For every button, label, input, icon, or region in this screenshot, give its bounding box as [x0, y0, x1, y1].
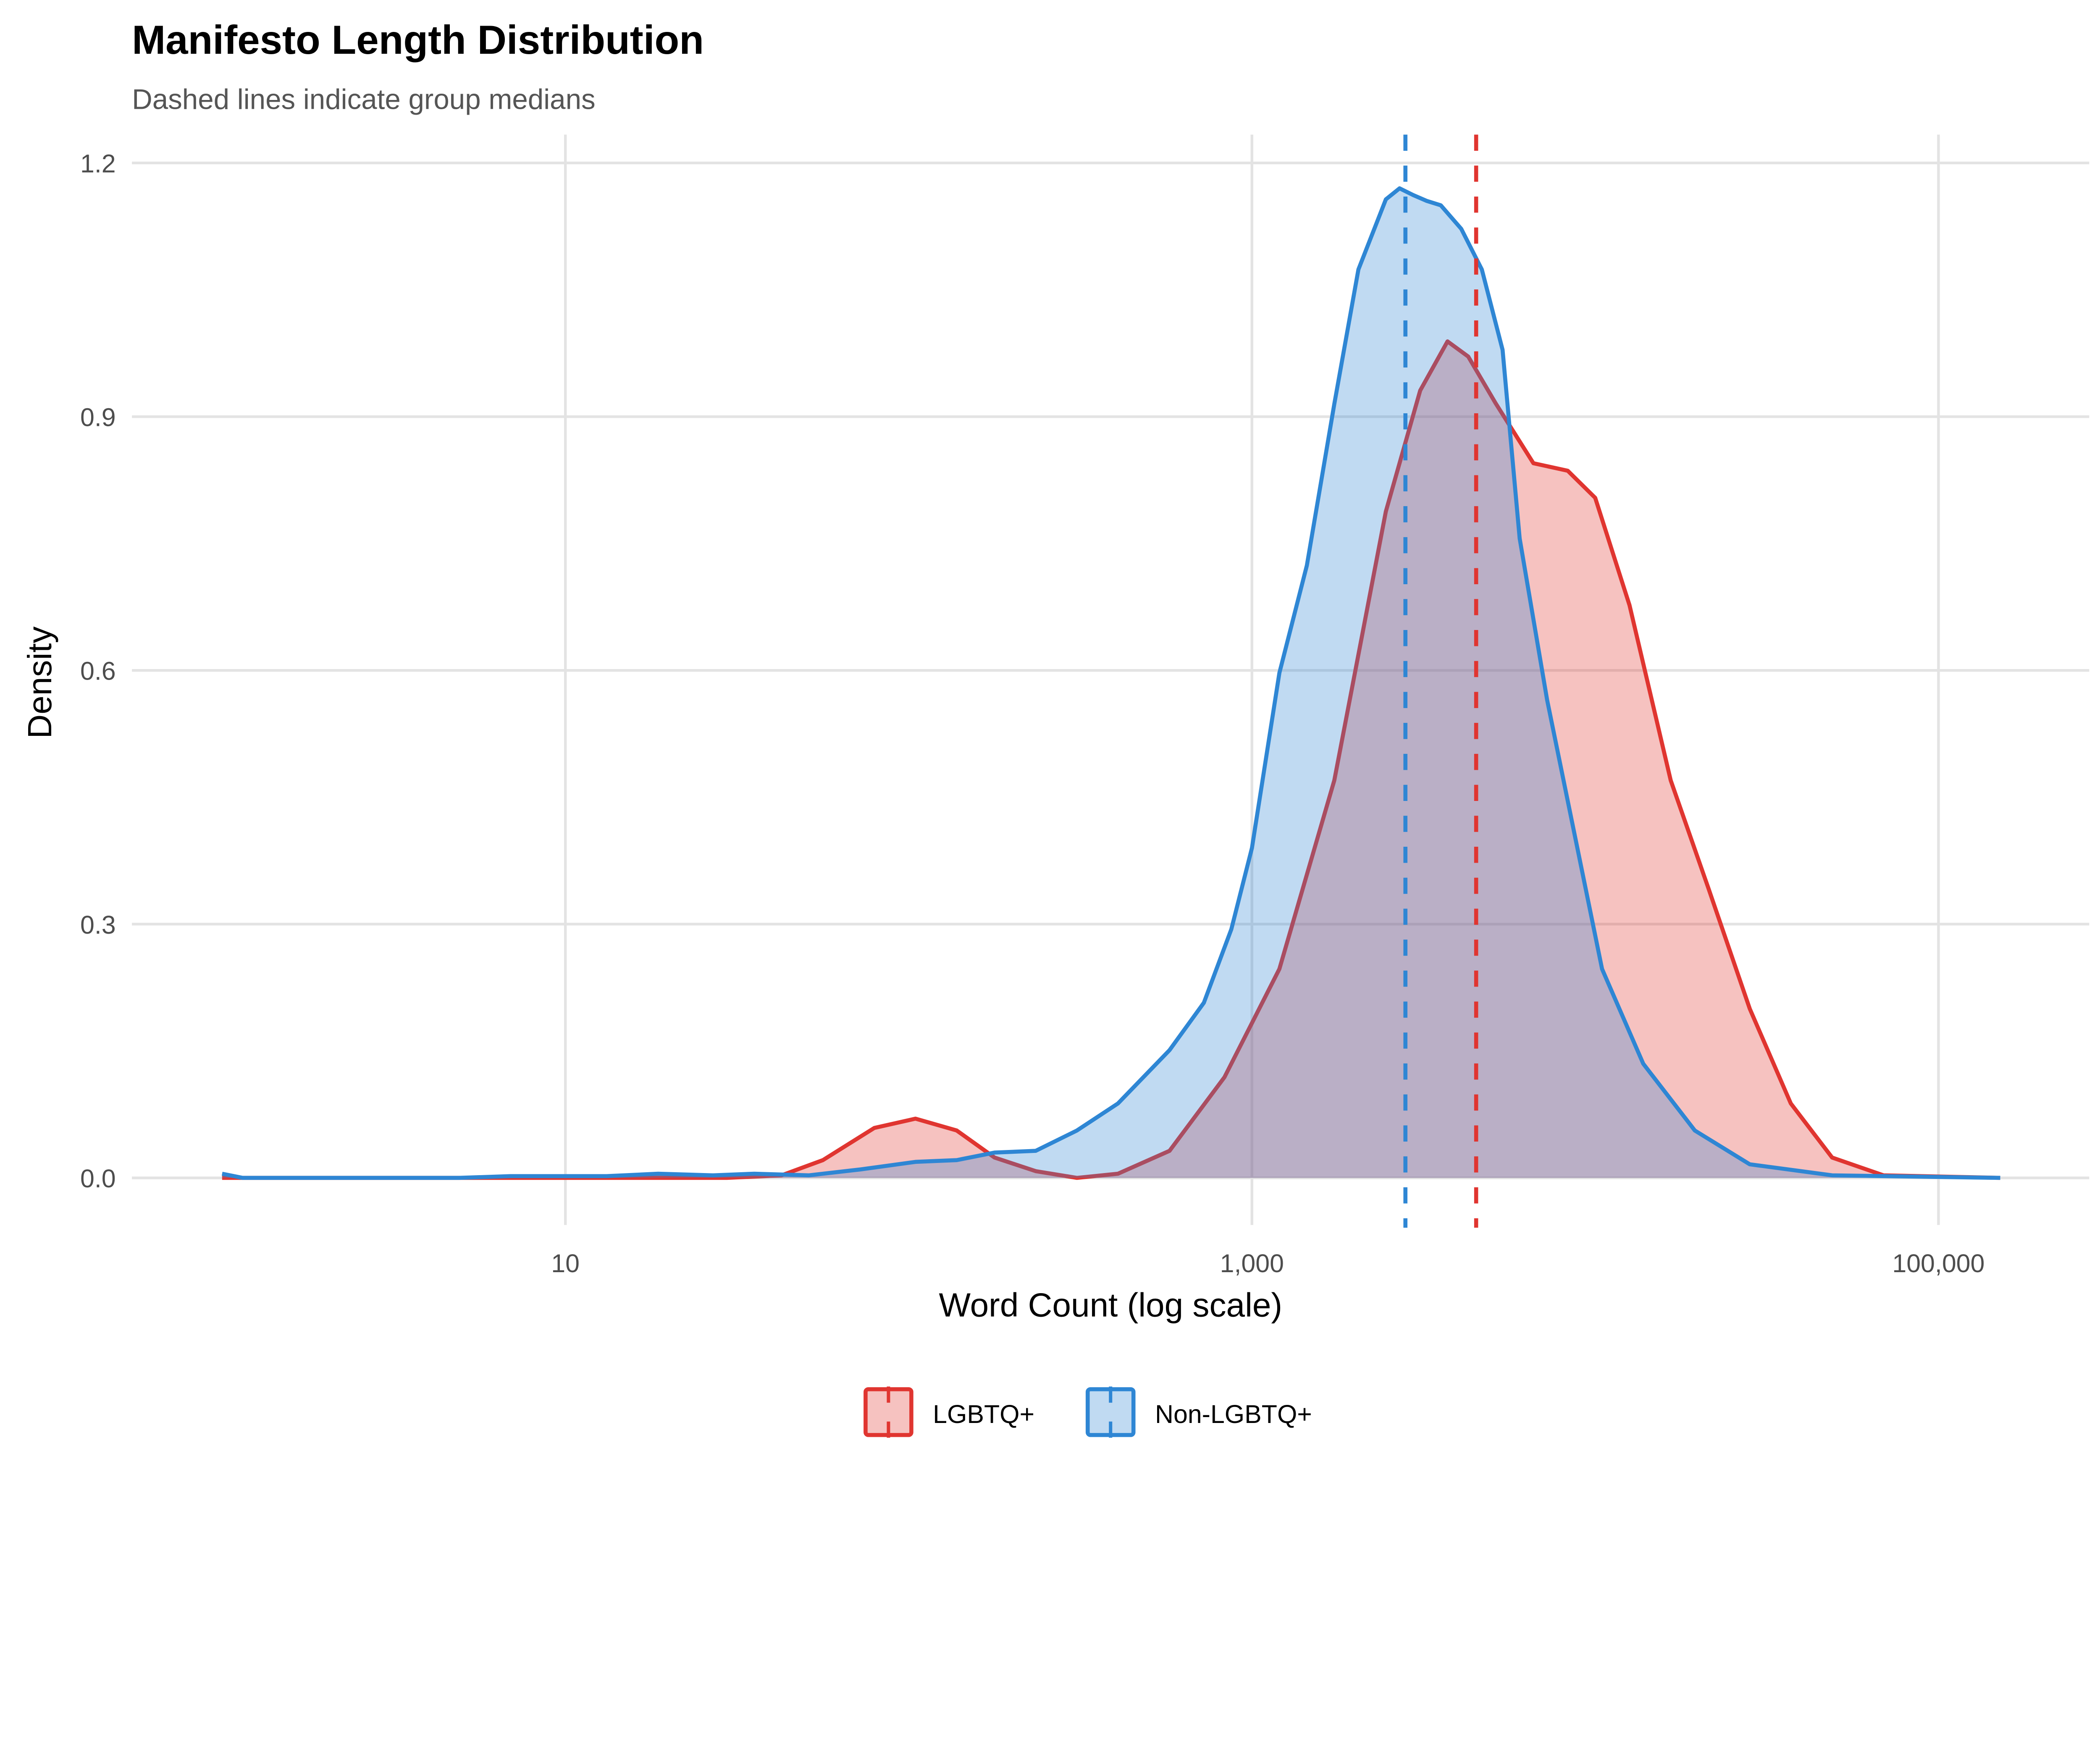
legend-item-non-lgbtq: Non-LGBTQ+ [1085, 1386, 1312, 1438]
y-tick-label: 0.0 [80, 1164, 116, 1193]
x-tick-label: 10 [551, 1249, 580, 1278]
y-axis-ticks: 0.0 0.3 0.6 0.9 1.2 [80, 149, 116, 1193]
legend-item-lgbtq: LGBTQ+ [864, 1386, 1034, 1438]
density-chart: Manifesto Length Distribution Dashed lin… [21, 18, 2090, 1438]
legend-label: Non-LGBTQ+ [1155, 1400, 1312, 1428]
x-tick-label: 1,000 [1220, 1249, 1284, 1278]
density-area-non-lgbtq [222, 188, 2000, 1178]
y-tick-label: 1.2 [80, 149, 116, 178]
y-tick-label: 0.6 [80, 657, 116, 685]
x-axis-ticks: 10 1,000 100,000 [551, 1249, 1984, 1278]
x-axis-label: Word Count (log scale) [939, 1286, 1282, 1324]
chart-subtitle: Dashed lines indicate group medians [132, 84, 596, 116]
x-tick-label: 100,000 [1892, 1249, 1984, 1278]
y-tick-label: 0.3 [80, 911, 116, 939]
legend: LGBTQ+ Non-LGBTQ+ [864, 1386, 1312, 1438]
median-lines [1403, 134, 1478, 1228]
grid [132, 134, 2090, 1225]
legend-label: LGBTQ+ [933, 1400, 1034, 1428]
density-area-lgbtq [222, 341, 2000, 1178]
density-line-non-lgbtq [221, 186, 2000, 1180]
y-tick-label: 0.9 [80, 403, 116, 432]
series-layer [221, 186, 2000, 1180]
chart-title: Manifesto Length Distribution [132, 18, 704, 63]
density-line-lgbtq [222, 339, 2000, 1180]
y-axis-label: Density [21, 626, 58, 738]
